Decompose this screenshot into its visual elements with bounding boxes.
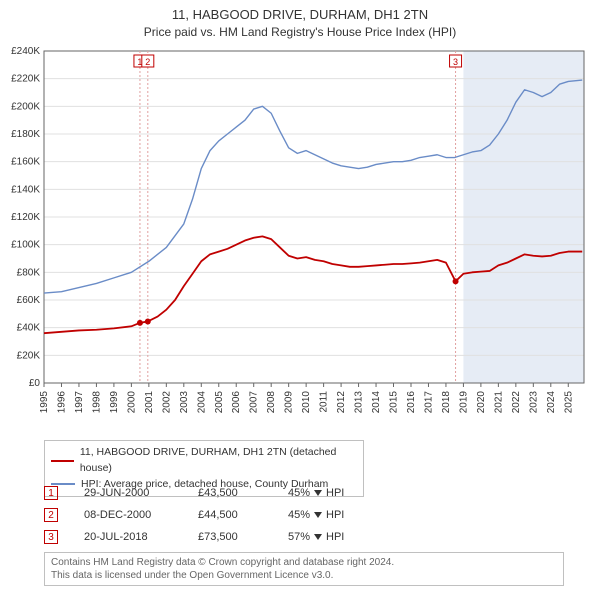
footer-line: Contains HM Land Registry data © Crown c… xyxy=(51,556,557,569)
down-arrow-icon xyxy=(314,512,322,518)
svg-text:3: 3 xyxy=(453,57,458,67)
marker-badge: 2 xyxy=(44,508,58,522)
chart-subtitle: Price paid vs. HM Land Registry's House … xyxy=(0,24,600,41)
footer-line: This data is licensed under the Open Gov… xyxy=(51,569,557,582)
svg-text:2019: 2019 xyxy=(458,391,469,414)
legend-item: 11, HABGOOD DRIVE, DURHAM, DH1 2TN (deta… xyxy=(51,445,357,477)
marker-date: 08-DEC-2000 xyxy=(84,509,172,521)
svg-text:2023: 2023 xyxy=(528,391,539,414)
svg-text:£240K: £240K xyxy=(11,46,40,57)
svg-text:1999: 1999 xyxy=(109,391,120,414)
svg-text:2: 2 xyxy=(145,57,150,67)
down-arrow-icon xyxy=(314,534,322,540)
chart-title: 11, HABGOOD DRIVE, DURHAM, DH1 2TN xyxy=(0,6,600,24)
attribution-footer: Contains HM Land Registry data © Crown c… xyxy=(44,552,564,586)
chart-header: 11, HABGOOD DRIVE, DURHAM, DH1 2TN Price… xyxy=(0,0,600,41)
svg-text:2022: 2022 xyxy=(511,391,522,414)
svg-text:2024: 2024 xyxy=(546,391,557,414)
legend-label: 11, HABGOOD DRIVE, DURHAM, DH1 2TN (deta… xyxy=(80,445,357,477)
marker-delta: 57% HPI xyxy=(288,531,344,543)
svg-text:2008: 2008 xyxy=(266,391,277,414)
marker-date: 29-JUN-2000 xyxy=(84,487,172,499)
svg-text:2013: 2013 xyxy=(354,391,365,414)
svg-text:1997: 1997 xyxy=(74,391,85,414)
marker-row: 1 29-JUN-2000 £43,500 45% HPI xyxy=(44,482,344,504)
svg-text:£40K: £40K xyxy=(17,323,41,334)
svg-text:2010: 2010 xyxy=(301,391,312,414)
svg-text:£80K: £80K xyxy=(17,267,41,278)
svg-text:2000: 2000 xyxy=(126,391,137,414)
svg-text:£20K: £20K xyxy=(17,350,41,361)
svg-text:2002: 2002 xyxy=(161,391,172,414)
svg-text:1995: 1995 xyxy=(39,391,50,414)
svg-text:2007: 2007 xyxy=(249,391,260,414)
marker-badge: 1 xyxy=(44,486,58,500)
svg-text:£120K: £120K xyxy=(11,212,40,223)
svg-text:£140K: £140K xyxy=(11,184,40,195)
svg-text:£200K: £200K xyxy=(11,101,40,112)
svg-text:2003: 2003 xyxy=(179,391,190,414)
down-arrow-icon xyxy=(314,490,322,496)
svg-text:2004: 2004 xyxy=(196,391,207,414)
marker-row: 2 08-DEC-2000 £44,500 45% HPI xyxy=(44,504,344,526)
marker-price: £73,500 xyxy=(198,531,262,543)
marker-badge: 3 xyxy=(44,530,58,544)
marker-row: 3 20-JUL-2018 £73,500 57% HPI xyxy=(44,526,344,548)
svg-text:2009: 2009 xyxy=(284,391,295,414)
svg-text:2014: 2014 xyxy=(371,391,382,414)
svg-text:2018: 2018 xyxy=(441,391,452,414)
svg-text:1996: 1996 xyxy=(56,391,67,414)
svg-text:2011: 2011 xyxy=(319,391,330,413)
svg-text:2015: 2015 xyxy=(389,391,400,414)
svg-text:2012: 2012 xyxy=(336,391,347,414)
svg-text:£180K: £180K xyxy=(11,129,40,140)
svg-text:£160K: £160K xyxy=(11,157,40,168)
svg-text:2001: 2001 xyxy=(144,391,155,414)
svg-text:2020: 2020 xyxy=(476,391,487,414)
svg-text:£220K: £220K xyxy=(11,74,40,85)
marker-delta: 45% HPI xyxy=(288,509,344,521)
svg-text:2017: 2017 xyxy=(423,391,434,414)
svg-text:2006: 2006 xyxy=(231,391,242,414)
marker-price: £44,500 xyxy=(198,509,262,521)
marker-price: £43,500 xyxy=(198,487,262,499)
svg-text:1998: 1998 xyxy=(91,391,102,414)
svg-text:£100K: £100K xyxy=(11,240,40,251)
legend-swatch xyxy=(51,460,74,462)
svg-text:2025: 2025 xyxy=(563,391,574,414)
marker-delta: 45% HPI xyxy=(288,487,344,499)
svg-text:2005: 2005 xyxy=(214,391,225,414)
sale-markers-table: 1 29-JUN-2000 £43,500 45% HPI 2 08-DEC-2… xyxy=(44,482,344,548)
svg-text:£60K: £60K xyxy=(17,295,41,306)
svg-text:2016: 2016 xyxy=(406,391,417,414)
svg-text:2021: 2021 xyxy=(493,391,504,414)
price-chart: £0 £20K £40K £60K £80K £100K £120K £140K £160K £1… xyxy=(0,43,600,435)
svg-text:£0: £0 xyxy=(29,378,41,389)
marker-date: 20-JUL-2018 xyxy=(84,531,172,543)
